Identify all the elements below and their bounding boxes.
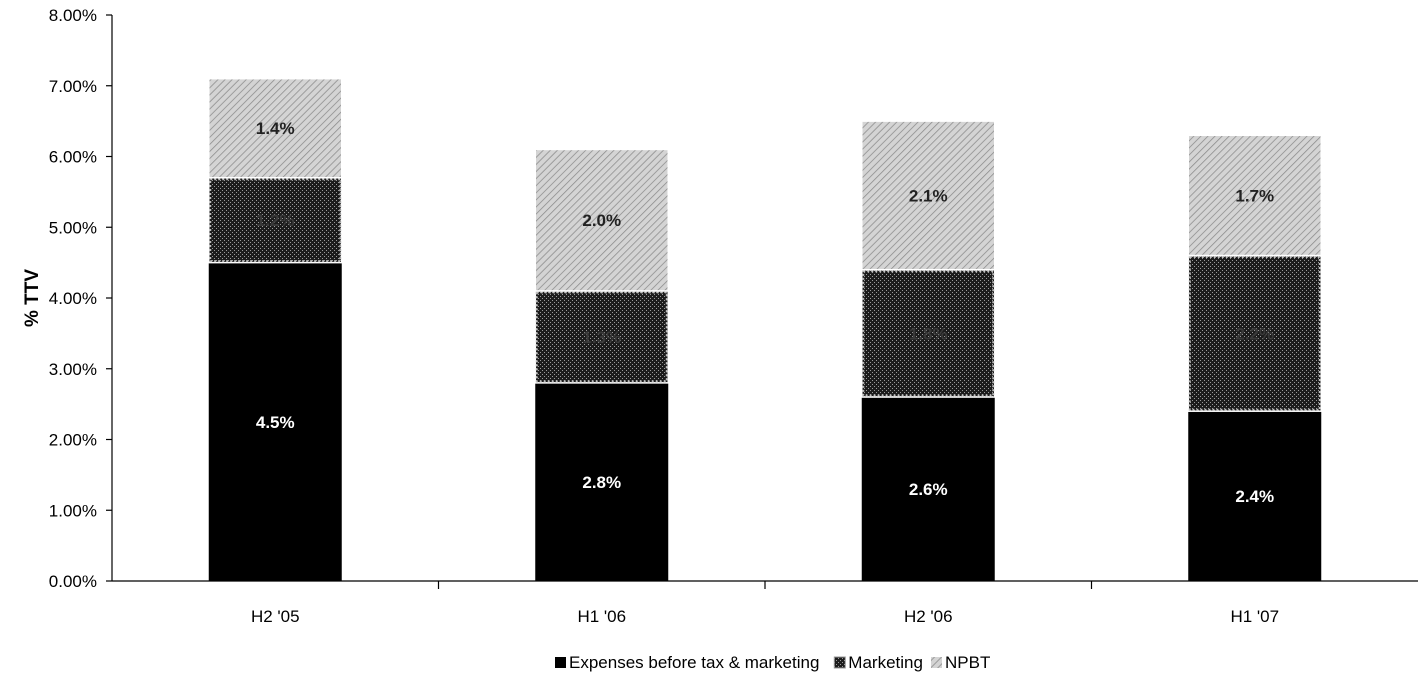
y-tick-label: 2.00% — [49, 431, 97, 450]
data-label: 1.4% — [256, 119, 295, 138]
y-tick-label: 6.00% — [49, 148, 97, 167]
y-tick-label: 3.00% — [49, 360, 97, 379]
y-tick-label: 7.00% — [49, 77, 97, 96]
legend-swatch — [833, 656, 846, 669]
bar-segment-border — [862, 270, 995, 397]
bar-segment — [1187, 254, 1322, 412]
bar-segment — [535, 382, 669, 581]
bar-segment-border — [535, 291, 668, 383]
bar-segment-border — [209, 178, 342, 263]
y-tick-label: 1.00% — [49, 501, 97, 520]
bar-segment — [208, 176, 343, 264]
data-label: 2.1% — [909, 186, 948, 205]
y-tick-label: 8.00% — [49, 6, 97, 25]
bar-segment — [1187, 134, 1322, 257]
bar-segment — [208, 77, 343, 179]
bar-segment — [534, 148, 669, 292]
data-label: 1.3% — [582, 328, 621, 347]
data-label: 2.2% — [1235, 324, 1274, 343]
y-tick-label: 4.00% — [49, 289, 97, 308]
data-label: 2.4% — [1235, 487, 1274, 506]
bar-segment — [861, 120, 996, 271]
data-label: 1.8% — [909, 324, 948, 343]
data-label: 2.8% — [582, 473, 621, 492]
data-label: 2.6% — [909, 480, 948, 499]
data-label: 4.5% — [256, 413, 295, 432]
legend-swatch — [555, 657, 566, 668]
bar-segment — [534, 290, 669, 384]
bar-segment-border — [1188, 256, 1321, 411]
data-label: 1.2% — [256, 211, 295, 230]
bar-segment — [861, 397, 995, 581]
y-axis-title: % TTV — [22, 269, 43, 327]
x-tick-label: H2 '06 — [904, 607, 953, 626]
data-label: 1.7% — [1235, 186, 1274, 205]
y-tick-label: 5.00% — [49, 218, 97, 237]
bar-segment — [1188, 411, 1322, 581]
bar-segment — [208, 262, 342, 581]
x-tick-label: H1 '07 — [1230, 607, 1279, 626]
y-tick-label: 0.00% — [49, 572, 97, 591]
legend-swatch — [931, 657, 942, 668]
legend-label: Marketing — [848, 653, 923, 672]
legend-label: NPBT — [945, 653, 990, 672]
data-label: 2.0% — [582, 211, 621, 230]
legend-label: Expenses before tax & marketing — [569, 653, 819, 672]
x-tick-label: H2 '05 — [251, 607, 300, 626]
x-tick-label: H1 '06 — [577, 607, 626, 626]
bar-segment — [861, 268, 996, 398]
